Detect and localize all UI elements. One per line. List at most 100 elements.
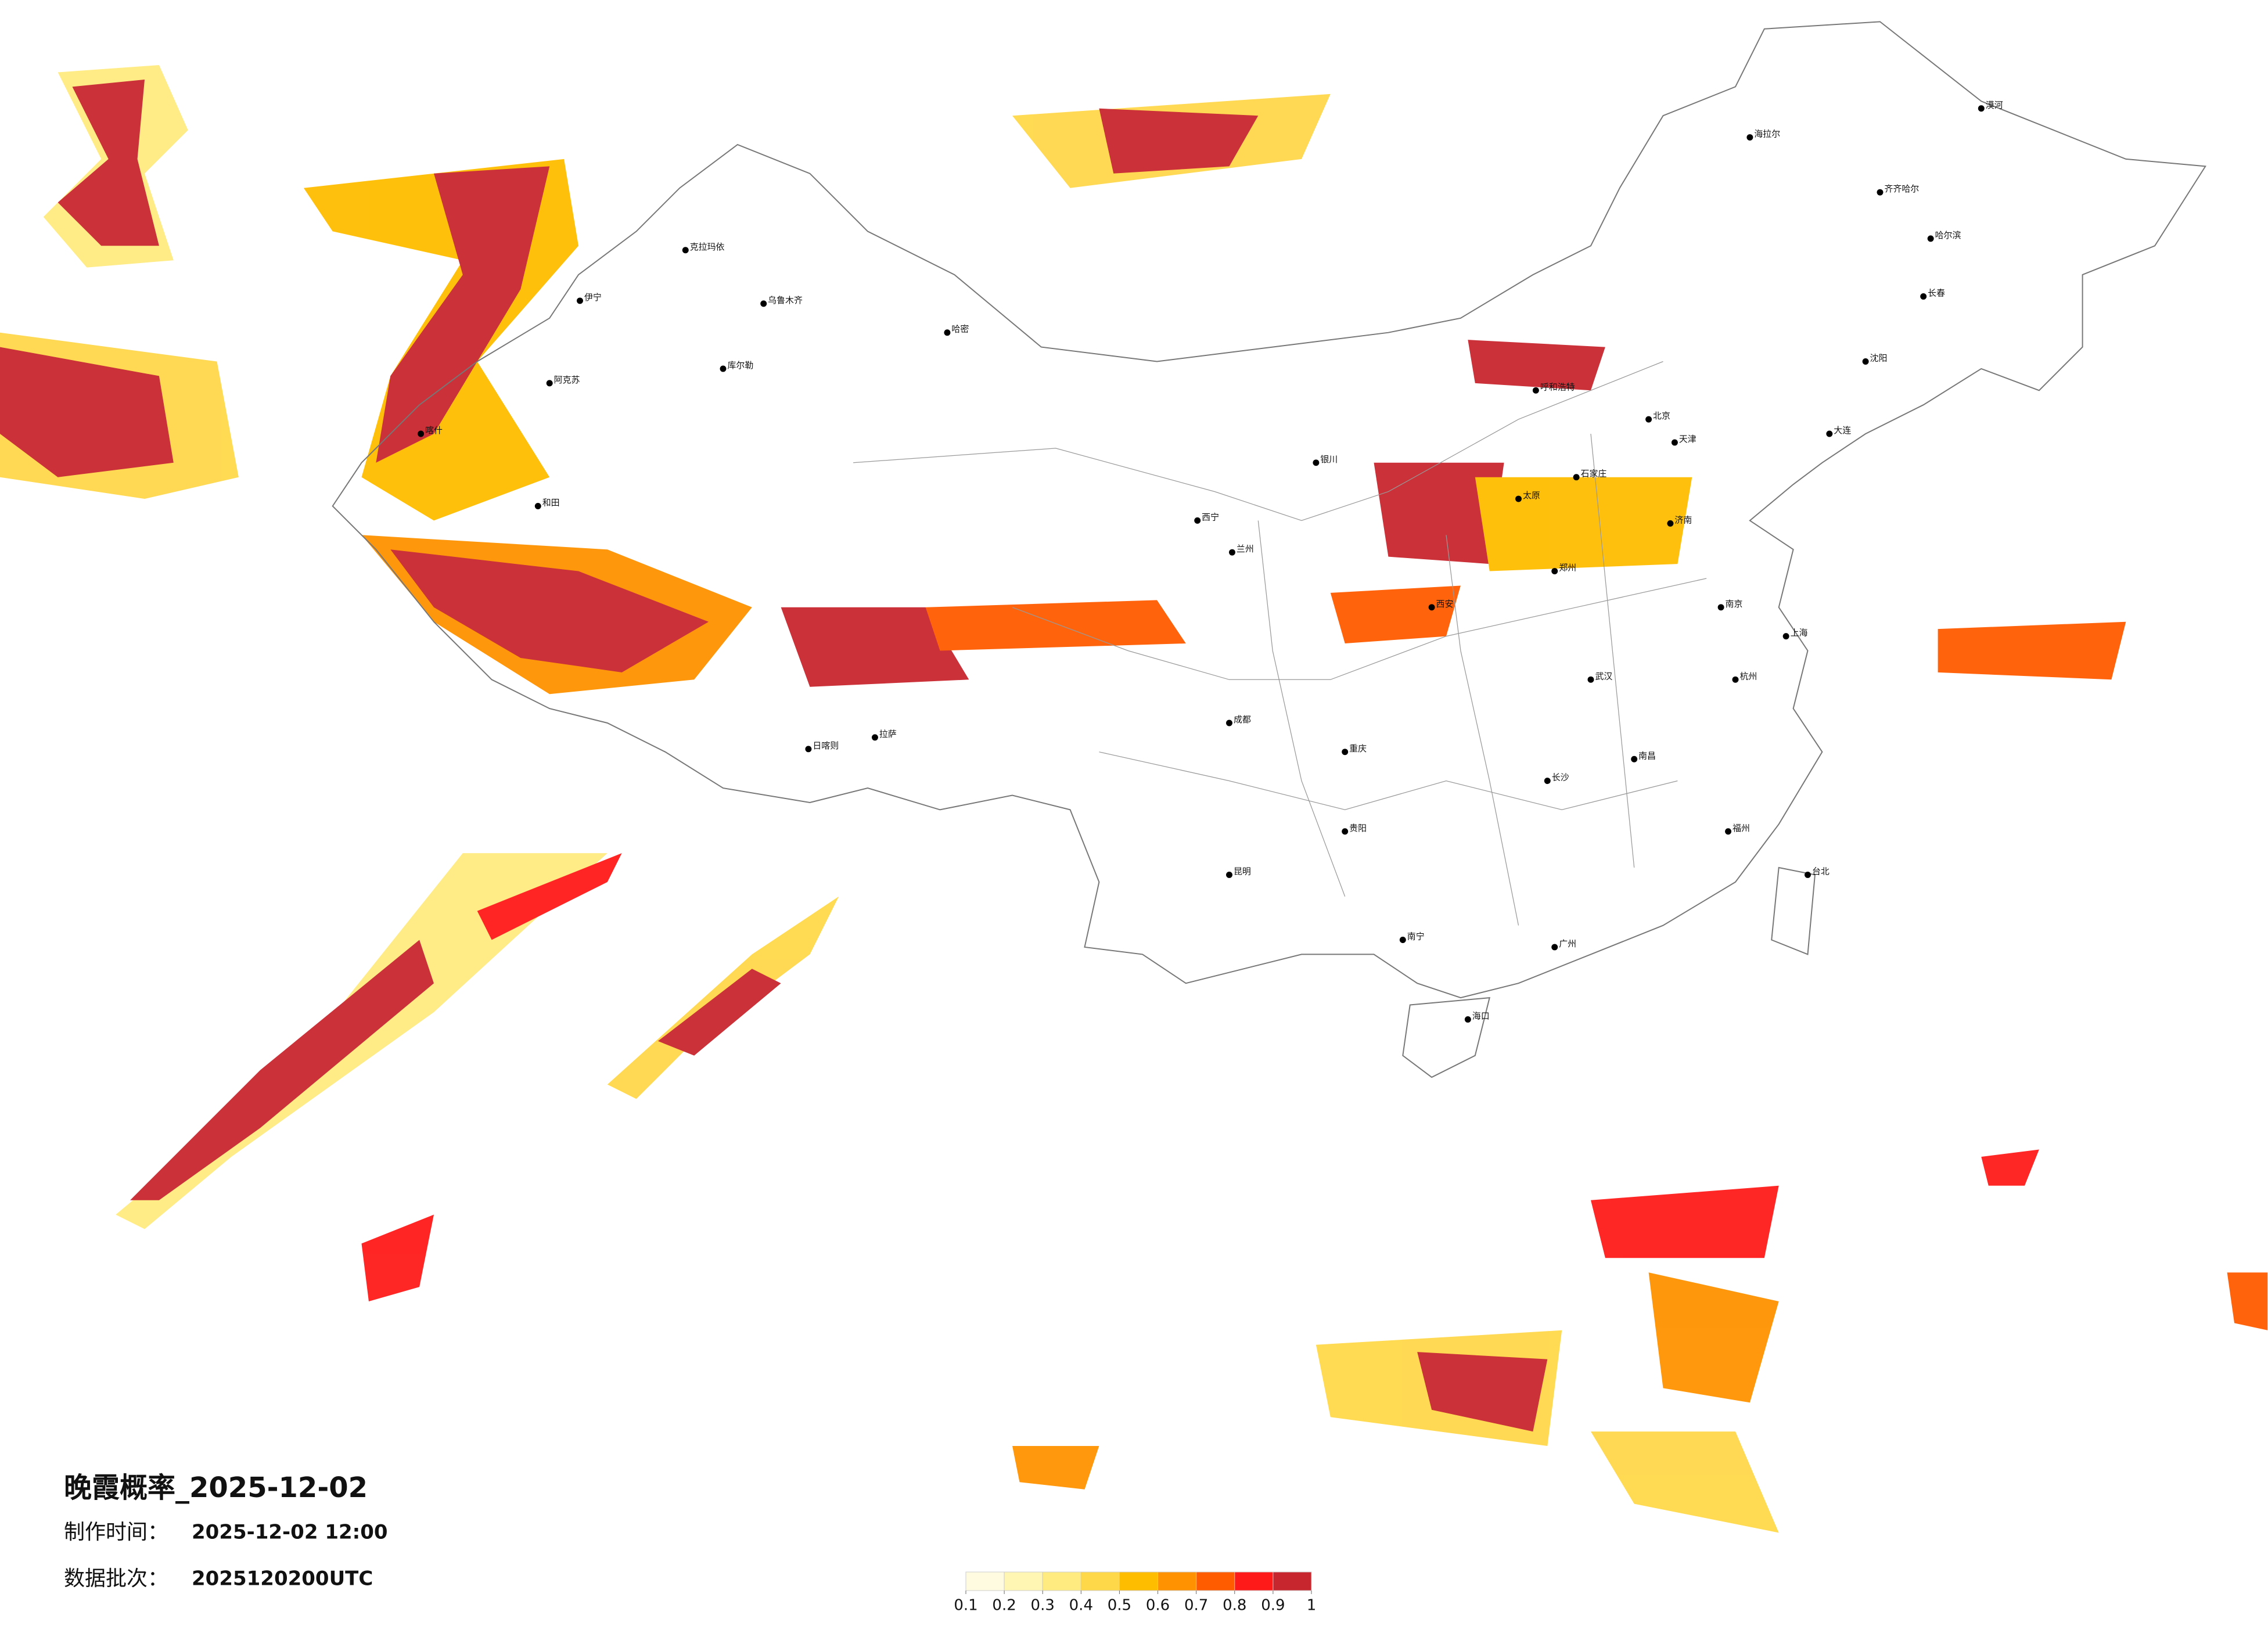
city-label: 武汉 bbox=[1595, 671, 1612, 681]
city-dot bbox=[1428, 604, 1435, 611]
city-label: 伊宁 bbox=[584, 292, 602, 303]
city-dot bbox=[1725, 828, 1732, 835]
city-dot bbox=[1226, 871, 1232, 878]
city-dot bbox=[1805, 871, 1811, 878]
city-dot bbox=[418, 430, 425, 437]
colorbar: 0.1 0.2 0.3 0.4 0.5 0.6 0.7 0.8 0.9 1 bbox=[954, 1571, 1316, 1614]
colorbar-tick-label: 0.2 bbox=[992, 1597, 1016, 1614]
city-label: 大连 bbox=[1834, 425, 1851, 436]
city-label: 广州 bbox=[1559, 938, 1576, 949]
city-dot bbox=[1229, 549, 1235, 556]
city-dot bbox=[1532, 387, 1539, 394]
colorbar-swatch bbox=[1158, 1571, 1197, 1591]
made-label: 制作时间： bbox=[64, 1520, 168, 1544]
city-dot bbox=[1920, 293, 1927, 300]
city-label: 漠河 bbox=[1986, 100, 2003, 110]
city-label: 南京 bbox=[1726, 599, 1743, 609]
city-label: 太原 bbox=[1523, 490, 1540, 501]
city-label: 哈尔滨 bbox=[1935, 230, 1961, 240]
city-dot bbox=[1194, 517, 1201, 524]
city-dot bbox=[1631, 756, 1638, 762]
city-dot bbox=[1399, 937, 1406, 943]
city-dot bbox=[805, 746, 812, 753]
colorbar-swatch bbox=[1080, 1571, 1120, 1591]
city-label: 西宁 bbox=[1202, 512, 1219, 522]
city-dot bbox=[944, 329, 951, 336]
colorbar-tick-label: 0.1 bbox=[954, 1597, 977, 1614]
city-label: 上海 bbox=[1791, 628, 1808, 638]
city-label: 呼和浩特 bbox=[1540, 382, 1575, 392]
city-dot bbox=[682, 247, 689, 254]
city-dot bbox=[760, 300, 767, 307]
city-label: 库尔勒 bbox=[727, 360, 753, 370]
country-outline bbox=[332, 21, 2206, 1078]
city-dot bbox=[1927, 235, 1934, 242]
city-dot bbox=[1544, 778, 1551, 785]
city-dot bbox=[1732, 676, 1739, 683]
city-label: 南宁 bbox=[1407, 931, 1425, 942]
map-title: 晚霞概率_2025-12-02 bbox=[64, 1472, 368, 1504]
colorbar-swatch bbox=[1234, 1571, 1274, 1591]
batch-label: 数据批次： bbox=[64, 1567, 168, 1591]
colorbar-tick-label: 0.5 bbox=[1108, 1597, 1131, 1614]
city-label: 兰州 bbox=[1237, 544, 1254, 554]
city-dot bbox=[1573, 474, 1580, 481]
city-label: 天津 bbox=[1679, 434, 1696, 444]
city-label: 长沙 bbox=[1552, 772, 1569, 783]
city-label: 济南 bbox=[1674, 515, 1692, 525]
colorbar-tick-label: 0.7 bbox=[1184, 1597, 1208, 1614]
city-dot bbox=[1226, 720, 1232, 726]
probability-field bbox=[0, 65, 2268, 1533]
city-label: 齐齐哈尔 bbox=[1884, 184, 1919, 194]
city-dot bbox=[1587, 676, 1594, 683]
city-label: 福州 bbox=[1733, 823, 1750, 833]
city-label: 郑州 bbox=[1559, 563, 1576, 573]
city-label: 杭州 bbox=[1739, 671, 1757, 681]
city-label: 日喀则 bbox=[813, 740, 839, 751]
city-label: 海口 bbox=[1472, 1010, 1490, 1021]
city-label: 海拉尔 bbox=[1754, 129, 1780, 139]
city-label: 喀什 bbox=[425, 425, 443, 436]
city-dot bbox=[1862, 358, 1869, 365]
city-label: 阿克苏 bbox=[554, 375, 580, 385]
city-label: 台北 bbox=[1812, 866, 1830, 876]
colorbar-tick-label: 0.3 bbox=[1031, 1597, 1055, 1614]
city-dot bbox=[871, 734, 878, 741]
city-label: 长春 bbox=[1928, 287, 1945, 298]
city-dot bbox=[1826, 430, 1833, 437]
city-dot bbox=[1342, 749, 1349, 756]
city-dot bbox=[1464, 1016, 1471, 1023]
colorbar-swatch bbox=[1004, 1571, 1043, 1591]
batch-value: 2025120200UTC bbox=[192, 1567, 373, 1591]
made-value: 2025-12-02 12:00 bbox=[192, 1521, 388, 1544]
city-label: 重庆 bbox=[1349, 743, 1367, 754]
city-dot bbox=[1515, 495, 1522, 502]
colorbar-tick-label: 0.9 bbox=[1261, 1597, 1285, 1614]
city-label: 哈密 bbox=[951, 324, 969, 334]
colorbar-swatch bbox=[1273, 1571, 1312, 1591]
city-dot bbox=[1717, 604, 1724, 611]
city-label: 昆明 bbox=[1234, 866, 1251, 876]
city-dot bbox=[1551, 944, 1558, 951]
city-dot bbox=[1782, 633, 1789, 640]
city-label: 成都 bbox=[1234, 714, 1251, 725]
city-label: 乌鲁木齐 bbox=[768, 295, 803, 305]
city-dot bbox=[1877, 189, 1884, 196]
city-label: 克拉玛依 bbox=[690, 242, 725, 252]
city-label: 银川 bbox=[1320, 454, 1338, 465]
colorbar-swatch bbox=[1042, 1571, 1081, 1591]
city-label: 石家庄 bbox=[1581, 469, 1607, 479]
city-dot bbox=[1342, 828, 1349, 835]
city-dot bbox=[546, 380, 553, 387]
city-label: 西安 bbox=[1436, 599, 1454, 609]
city-dot bbox=[534, 503, 541, 509]
city-label: 拉萨 bbox=[879, 729, 897, 739]
city-label: 贵阳 bbox=[1349, 823, 1367, 833]
city-dot bbox=[1978, 105, 1985, 112]
city-dot bbox=[1313, 459, 1320, 466]
province-lines bbox=[853, 361, 1707, 926]
